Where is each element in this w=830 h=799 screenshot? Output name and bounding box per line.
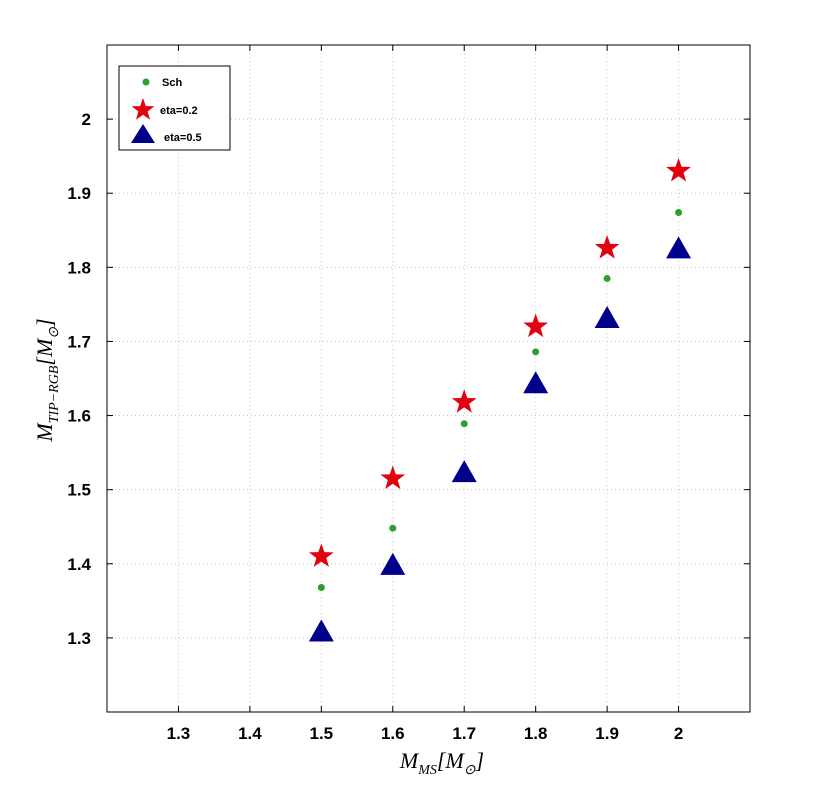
y-tick-label: 1.7: [67, 332, 91, 351]
x-tick-label: 2: [674, 724, 683, 743]
y-axis-label: MTIP−RGB[M⊙]: [32, 318, 62, 442]
data-point-triangle: [380, 552, 406, 575]
data-point-star: [308, 543, 334, 567]
series-star: [308, 157, 691, 567]
data-point-circle: [317, 583, 325, 591]
data-point-triangle: [666, 236, 692, 259]
x-tick-label: 1.7: [452, 724, 476, 743]
series-circle: [317, 208, 683, 591]
data-point-star: [523, 313, 549, 338]
legend-marker-sch: [142, 78, 150, 86]
legend-marker-eta05: [131, 124, 155, 143]
legend: Sch eta=0.2 eta=0.5: [118, 65, 231, 151]
plot-area: [106, 44, 751, 713]
data-point-circle: [675, 208, 683, 216]
data-point-circle: [460, 420, 468, 428]
data-point-circle: [532, 348, 540, 356]
x-tick-labels: 1.3 1.4 1.5 1.6 1.7 1.8 1.9 2: [167, 724, 684, 743]
x-tick-label: 1.3: [167, 724, 191, 743]
axis-ticks: [107, 45, 750, 712]
x-tick-label: 1.8: [524, 724, 548, 743]
y-tick-label: 1.9: [67, 184, 91, 203]
data-point-triangle: [451, 460, 477, 483]
legend-label-eta05: eta=0.5: [164, 132, 202, 144]
data-point-star: [380, 465, 406, 490]
y-tick-label: 1.8: [67, 258, 91, 277]
legend-label-sch: Sch: [162, 77, 182, 89]
y-tick-label: 1.4: [67, 555, 91, 574]
x-axis-label: MMS[M⊙]: [399, 748, 484, 778]
data-point-circle: [389, 524, 397, 532]
y-tick-label: 1.3: [67, 629, 91, 648]
data-point-triangle: [523, 371, 549, 394]
legend-label-eta02: eta=0.2: [160, 105, 198, 117]
y-tick-label: 1.6: [67, 407, 91, 426]
x-tick-label: 1.6: [381, 724, 405, 743]
data-point-star: [594, 235, 620, 259]
data-point-triangle: [594, 306, 620, 329]
y-tick-label: 1.5: [67, 481, 91, 500]
y-tick-labels: 1.3 1.4 1.5 1.6 1.7 1.8 1.9 2: [67, 110, 91, 648]
data-point-star: [451, 389, 477, 413]
data-point-circle: [603, 274, 611, 282]
data-point-star: [666, 157, 691, 182]
legend-marker-eta02: [131, 98, 155, 120]
x-tick-label: 1.5: [310, 724, 334, 743]
data-marks: [308, 157, 692, 642]
data-point-triangle: [308, 619, 334, 642]
x-tick-label: 1.9: [595, 724, 619, 743]
series-triangle: [308, 236, 692, 642]
x-tick-label: 1.4: [238, 724, 262, 743]
y-tick-label: 2: [82, 110, 91, 129]
